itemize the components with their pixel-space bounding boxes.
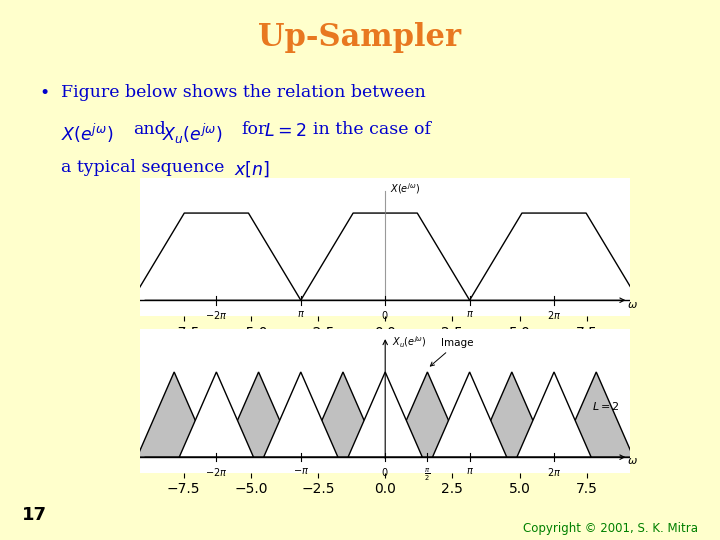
Polygon shape bbox=[179, 372, 253, 457]
Polygon shape bbox=[222, 372, 296, 457]
Polygon shape bbox=[559, 372, 634, 457]
Text: $\omega$: $\omega$ bbox=[626, 456, 637, 467]
Text: $x[n]$: $x[n]$ bbox=[234, 159, 270, 179]
Text: $-2\pi$: $-2\pi$ bbox=[205, 465, 228, 478]
Text: $L = 2$: $L = 2$ bbox=[264, 122, 307, 139]
Text: 17: 17 bbox=[22, 506, 47, 524]
Polygon shape bbox=[348, 372, 423, 457]
Text: $L = 2$: $L = 2$ bbox=[593, 400, 620, 412]
Text: $X(e^{j\omega})$: $X(e^{j\omega})$ bbox=[390, 181, 420, 196]
Text: for: for bbox=[241, 122, 266, 138]
Text: $\frac{\pi}{2}$: $\frac{\pi}{2}$ bbox=[424, 465, 431, 483]
Text: Copyright © 2001, S. K. Mitra: Copyright © 2001, S. K. Mitra bbox=[523, 522, 698, 535]
Text: $0$: $0$ bbox=[382, 465, 389, 478]
Text: $X_u(e^{j\omega})$: $X_u(e^{j\omega})$ bbox=[392, 334, 427, 350]
Text: $\omega$: $\omega$ bbox=[626, 300, 637, 309]
Text: $2\pi$: $2\pi$ bbox=[547, 309, 561, 321]
Text: Up-Sampler: Up-Sampler bbox=[258, 22, 462, 52]
Text: $2\pi$: $2\pi$ bbox=[547, 465, 561, 478]
Polygon shape bbox=[137, 372, 211, 457]
Text: a typical sequence: a typical sequence bbox=[61, 159, 225, 176]
Polygon shape bbox=[264, 372, 338, 457]
Polygon shape bbox=[390, 372, 464, 457]
Text: $\pi$: $\pi$ bbox=[297, 309, 305, 319]
Text: $\pi$: $\pi$ bbox=[466, 309, 474, 319]
Text: Figure below shows the relation between: Figure below shows the relation between bbox=[61, 84, 426, 100]
Polygon shape bbox=[306, 372, 380, 457]
Text: $-\pi$: $-\pi$ bbox=[293, 465, 309, 476]
Text: Image: Image bbox=[431, 338, 473, 366]
Text: $0$: $0$ bbox=[382, 309, 389, 321]
Text: $X(e^{j\omega})$: $X(e^{j\omega})$ bbox=[61, 122, 114, 145]
Text: $-2\pi$: $-2\pi$ bbox=[205, 309, 228, 321]
Text: $\pi$: $\pi$ bbox=[466, 465, 474, 476]
Text: $X_u(e^{j\omega})$: $X_u(e^{j\omega})$ bbox=[162, 122, 222, 146]
Text: •: • bbox=[40, 84, 50, 102]
Polygon shape bbox=[517, 372, 591, 457]
Polygon shape bbox=[433, 372, 507, 457]
Polygon shape bbox=[474, 372, 549, 457]
Text: in the case of: in the case of bbox=[313, 122, 431, 138]
Text: and: and bbox=[133, 122, 166, 138]
